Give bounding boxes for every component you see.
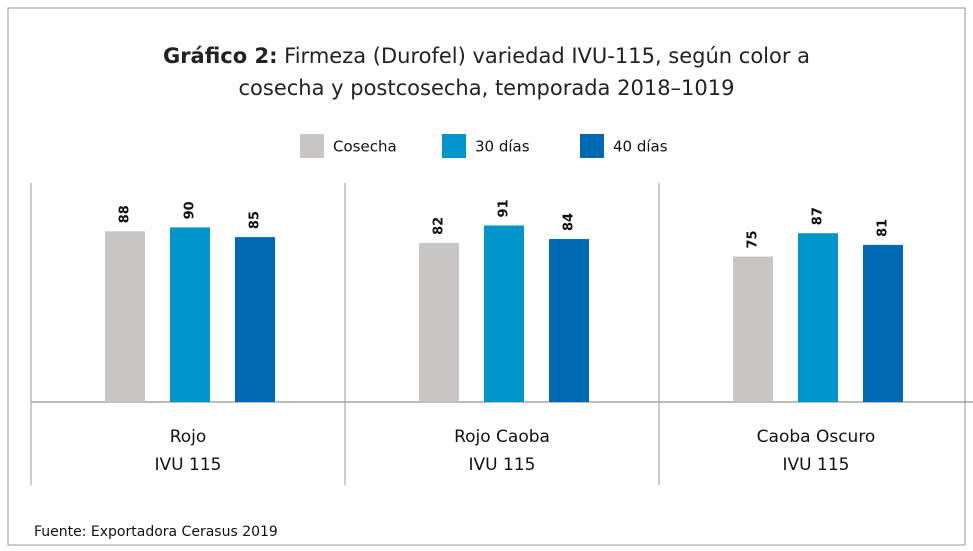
- frame: [7, 7, 966, 546]
- legend-swatch: [580, 134, 604, 158]
- chart-title: Gráfico 2: Firmeza (Durofel) variedad IV…: [0, 40, 973, 104]
- value-label: 82: [432, 217, 447, 235]
- x-tick-label: Rojo Caoba: [454, 427, 550, 447]
- x-tick-sublabel: IVU 115: [469, 455, 536, 475]
- value-label: 85: [248, 211, 263, 229]
- legend-label: 40 días: [613, 138, 668, 156]
- bar: [235, 237, 275, 402]
- bar: [484, 225, 524, 402]
- bar: [863, 244, 903, 402]
- legend-swatch: [442, 134, 466, 158]
- value-label: 88: [118, 205, 133, 223]
- value-label: 84: [562, 213, 577, 231]
- value-label: 75: [746, 230, 761, 248]
- value-label: 87: [811, 207, 826, 225]
- bar: [170, 227, 210, 402]
- x-tick-label: Rojo: [170, 427, 207, 447]
- x-tick-sublabel: IVU 115: [155, 455, 222, 475]
- title-label: Gráfico 2:: [162, 44, 278, 68]
- legend-label: 30 días: [475, 138, 530, 156]
- title-text: Firmeza (Durofel) variedad IVU-115, segú…: [238, 44, 811, 100]
- source: Fuente: Exportadora Cerasus 2019: [34, 524, 278, 540]
- bar: [549, 239, 589, 402]
- legend-swatch: [300, 134, 324, 158]
- bar: [733, 256, 773, 402]
- bar: [419, 242, 459, 402]
- x-tick-label: Caoba Oscuro: [757, 427, 876, 447]
- value-label: 90: [183, 201, 198, 219]
- x-tick-sublabel: IVU 115: [783, 455, 850, 475]
- value-label: 91: [497, 199, 512, 217]
- bar: [105, 231, 145, 402]
- value-label: 81: [876, 219, 891, 237]
- legend-label: Cosecha: [333, 138, 397, 156]
- bar: [798, 233, 838, 402]
